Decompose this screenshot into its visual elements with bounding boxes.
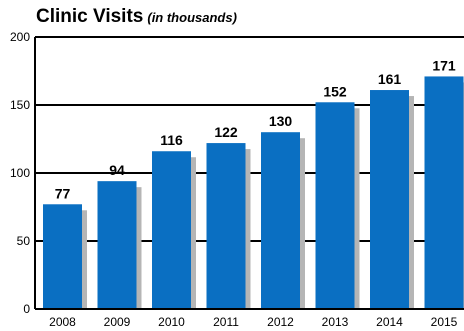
x-tick-label-2013: 2013 <box>322 315 349 329</box>
y-tick-label: 200 <box>10 30 30 44</box>
bar-2011 <box>206 143 246 309</box>
data-label-2011: 122 <box>214 124 238 140</box>
bar-2010 <box>152 151 191 309</box>
bar-2009 <box>97 181 137 309</box>
chart-title-main: Clinic Visits <box>36 6 144 27</box>
x-tick-label-2011: 2011 <box>213 315 239 329</box>
y-tick-label: 50 <box>17 234 31 248</box>
y-tick-label: 150 <box>10 98 30 112</box>
bar-2015 <box>424 76 464 309</box>
y-tick-label: 100 <box>10 166 30 180</box>
x-axis: 2008 2009 2010 2011 2012 2013 2014 2015 <box>35 308 464 329</box>
bar-2012 <box>261 132 300 309</box>
bar-2008 <box>43 204 82 309</box>
x-tick-label-2008: 2008 <box>49 315 76 329</box>
y-axis: 0 50 100 150 200 <box>10 30 36 316</box>
x-tick-label-2012: 2012 <box>267 315 294 329</box>
x-tick-label-2014: 2014 <box>376 315 403 329</box>
x-tick-label-2010: 2010 <box>158 315 185 329</box>
bar-2014 <box>370 90 409 309</box>
bars <box>43 76 464 309</box>
data-label-2013: 152 <box>323 83 347 99</box>
data-label-2014: 161 <box>378 71 402 87</box>
chart-title: Clinic Visits (in thousands) <box>36 6 237 28</box>
data-label-2015: 171 <box>432 57 456 73</box>
data-label-2008: 77 <box>55 185 71 201</box>
data-labels: 77 94 116 122 130 152 161 171 <box>55 57 456 201</box>
data-label-2009: 94 <box>109 162 125 178</box>
data-label-2012: 130 <box>269 113 293 129</box>
y-tick-label: 0 <box>23 302 30 316</box>
bar-2013 <box>315 102 355 309</box>
chart-subtitle: (in thousands) <box>147 10 237 25</box>
data-label-2010: 116 <box>160 132 183 148</box>
x-tick-label-2015: 2015 <box>431 315 458 329</box>
x-tick-label-2009: 2009 <box>104 315 131 329</box>
